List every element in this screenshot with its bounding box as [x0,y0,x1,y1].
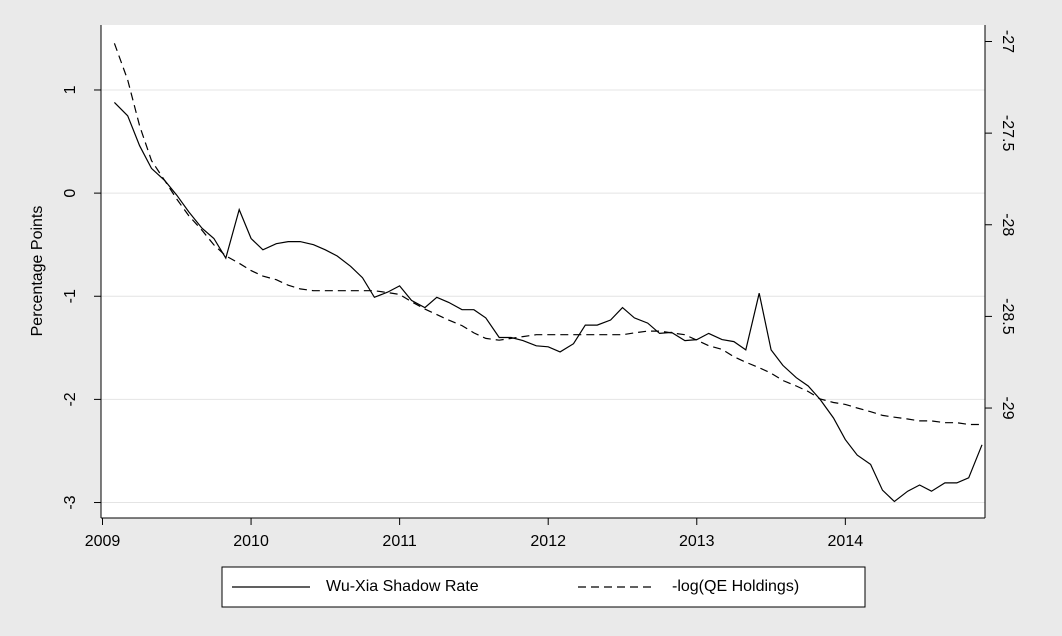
y-tick-label: -3 [62,495,79,509]
y-axis-label: Percentage Points [29,206,46,337]
y2-tick-label: -27.5 [999,115,1016,152]
legend-label: Wu-Xia Shadow Rate [326,578,479,595]
y-tick-label: 1 [62,85,79,94]
y2-tick-label: -27 [999,30,1016,53]
legend [221,566,866,608]
plot-area [101,25,985,518]
y2-tick-label: -28 [999,213,1016,236]
x-tick-label: 2010 [233,533,269,550]
x-tick-label: 2013 [679,533,715,550]
x-tick-label: 2014 [828,533,864,550]
legend-label: -log(QE Holdings) [672,578,799,595]
x-tick-label: 2009 [85,533,121,550]
y2-tick-label: -29 [999,396,1016,419]
y-tick-label: 0 [62,189,79,198]
y-tick-label: -2 [62,392,79,406]
y2-tick-label: -28.5 [999,298,1016,335]
y-tick-label: -1 [62,289,79,303]
series-line [113,101,983,503]
series-line [113,43,982,426]
x-tick-label: 2012 [530,533,566,550]
x-tick-label: 2011 [382,533,417,550]
